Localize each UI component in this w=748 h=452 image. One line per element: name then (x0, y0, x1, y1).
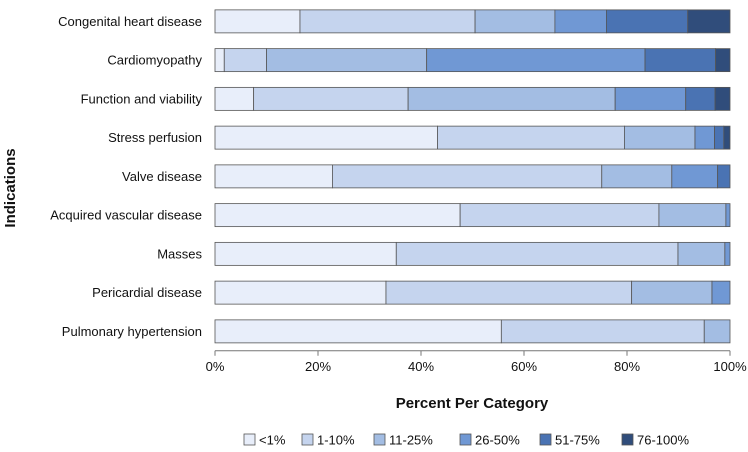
category-label: Cardiomyopathy (107, 53, 202, 68)
bar-segment (407, 86, 616, 111)
category-label: Congenital heart disease (58, 14, 202, 29)
bar-segment (214, 125, 438, 150)
category-label: Masses (157, 246, 202, 261)
x-tick-label: 20% (305, 359, 331, 374)
legend-swatch (621, 433, 634, 446)
category-label: Pulmonary hypertension (62, 324, 202, 339)
x-tick-label: 100% (713, 359, 747, 374)
bar-segment (332, 164, 603, 189)
bar-segment (437, 125, 625, 150)
bar-segment (644, 48, 716, 73)
bar-segment (214, 203, 461, 228)
bar-segment (500, 319, 705, 344)
legend: <1% 1-10% 11-25% 26-50% 51-75% 76-100% (243, 433, 689, 448)
category-label: Valve disease (122, 169, 202, 184)
x-tick-label: 40% (408, 359, 434, 374)
bar-segment (723, 125, 731, 150)
bar-segment (266, 48, 428, 73)
legend-label: <1% (259, 433, 286, 448)
category-label: Function and viability (81, 91, 203, 106)
bar-segment (687, 9, 731, 34)
bar-segment (214, 9, 301, 34)
bars-group (214, 9, 731, 344)
x-tick-label: 80% (614, 359, 640, 374)
legend-label: 51-75% (555, 433, 600, 448)
bar-segment (694, 125, 715, 150)
category-label: Pericardial disease (92, 285, 202, 300)
bar-segment (214, 280, 387, 305)
bar-segment (395, 241, 679, 266)
legend-swatch (459, 433, 472, 446)
bar-segment (725, 203, 731, 228)
y-axis-title: Indications (2, 148, 19, 227)
x-tick-label: 60% (511, 359, 537, 374)
bar-segment (714, 125, 725, 150)
legend-swatch (301, 433, 314, 446)
bar-segment (614, 86, 687, 111)
bar-segment (214, 48, 225, 73)
bar-segment (711, 280, 731, 305)
legend-label: 76-100% (637, 433, 689, 448)
bar-segment (214, 164, 333, 189)
bar-segment (703, 319, 731, 344)
category-label: Acquired vascular disease (50, 208, 202, 223)
x-tick-label: 0% (206, 359, 225, 374)
legend-swatch (373, 433, 386, 446)
bar-segment (474, 9, 556, 34)
legend-swatch (243, 433, 256, 446)
bar-segment (624, 125, 696, 150)
bar-segment (601, 164, 673, 189)
bar-segment (223, 48, 267, 73)
bar-segment (214, 241, 397, 266)
bar-segment (606, 9, 689, 34)
bar-segment (426, 48, 646, 73)
x-axis-title: Percent Per Category (396, 395, 549, 412)
bar-segment (677, 241, 726, 266)
bar-segment (714, 86, 731, 111)
bar-segment (554, 9, 607, 34)
category-label: Stress perfusion (108, 130, 202, 145)
bar-segment (253, 86, 409, 111)
bar-segment (459, 203, 660, 228)
legend-label: 1-10% (317, 433, 355, 448)
legend-label: 11-25% (389, 433, 433, 448)
bar-segment (385, 280, 633, 305)
legend-swatch (539, 433, 552, 446)
bar-segment (717, 164, 731, 189)
bar-segment (724, 241, 731, 266)
bar-segment (631, 280, 713, 305)
category-labels: Congenital heart disease Cardiomyopathy Fu… (50, 14, 202, 339)
legend-label: 26-50% (475, 433, 520, 448)
bar-segment (685, 86, 716, 111)
x-axis-ticks: 0% 20% 40% 60% 80% 100% (206, 350, 747, 374)
bar-segment (671, 164, 719, 189)
bar-segment (214, 86, 255, 111)
bar-segment (214, 319, 502, 344)
bar-segment (299, 9, 476, 34)
bar-segment (658, 203, 727, 228)
bar-segment (715, 48, 731, 73)
